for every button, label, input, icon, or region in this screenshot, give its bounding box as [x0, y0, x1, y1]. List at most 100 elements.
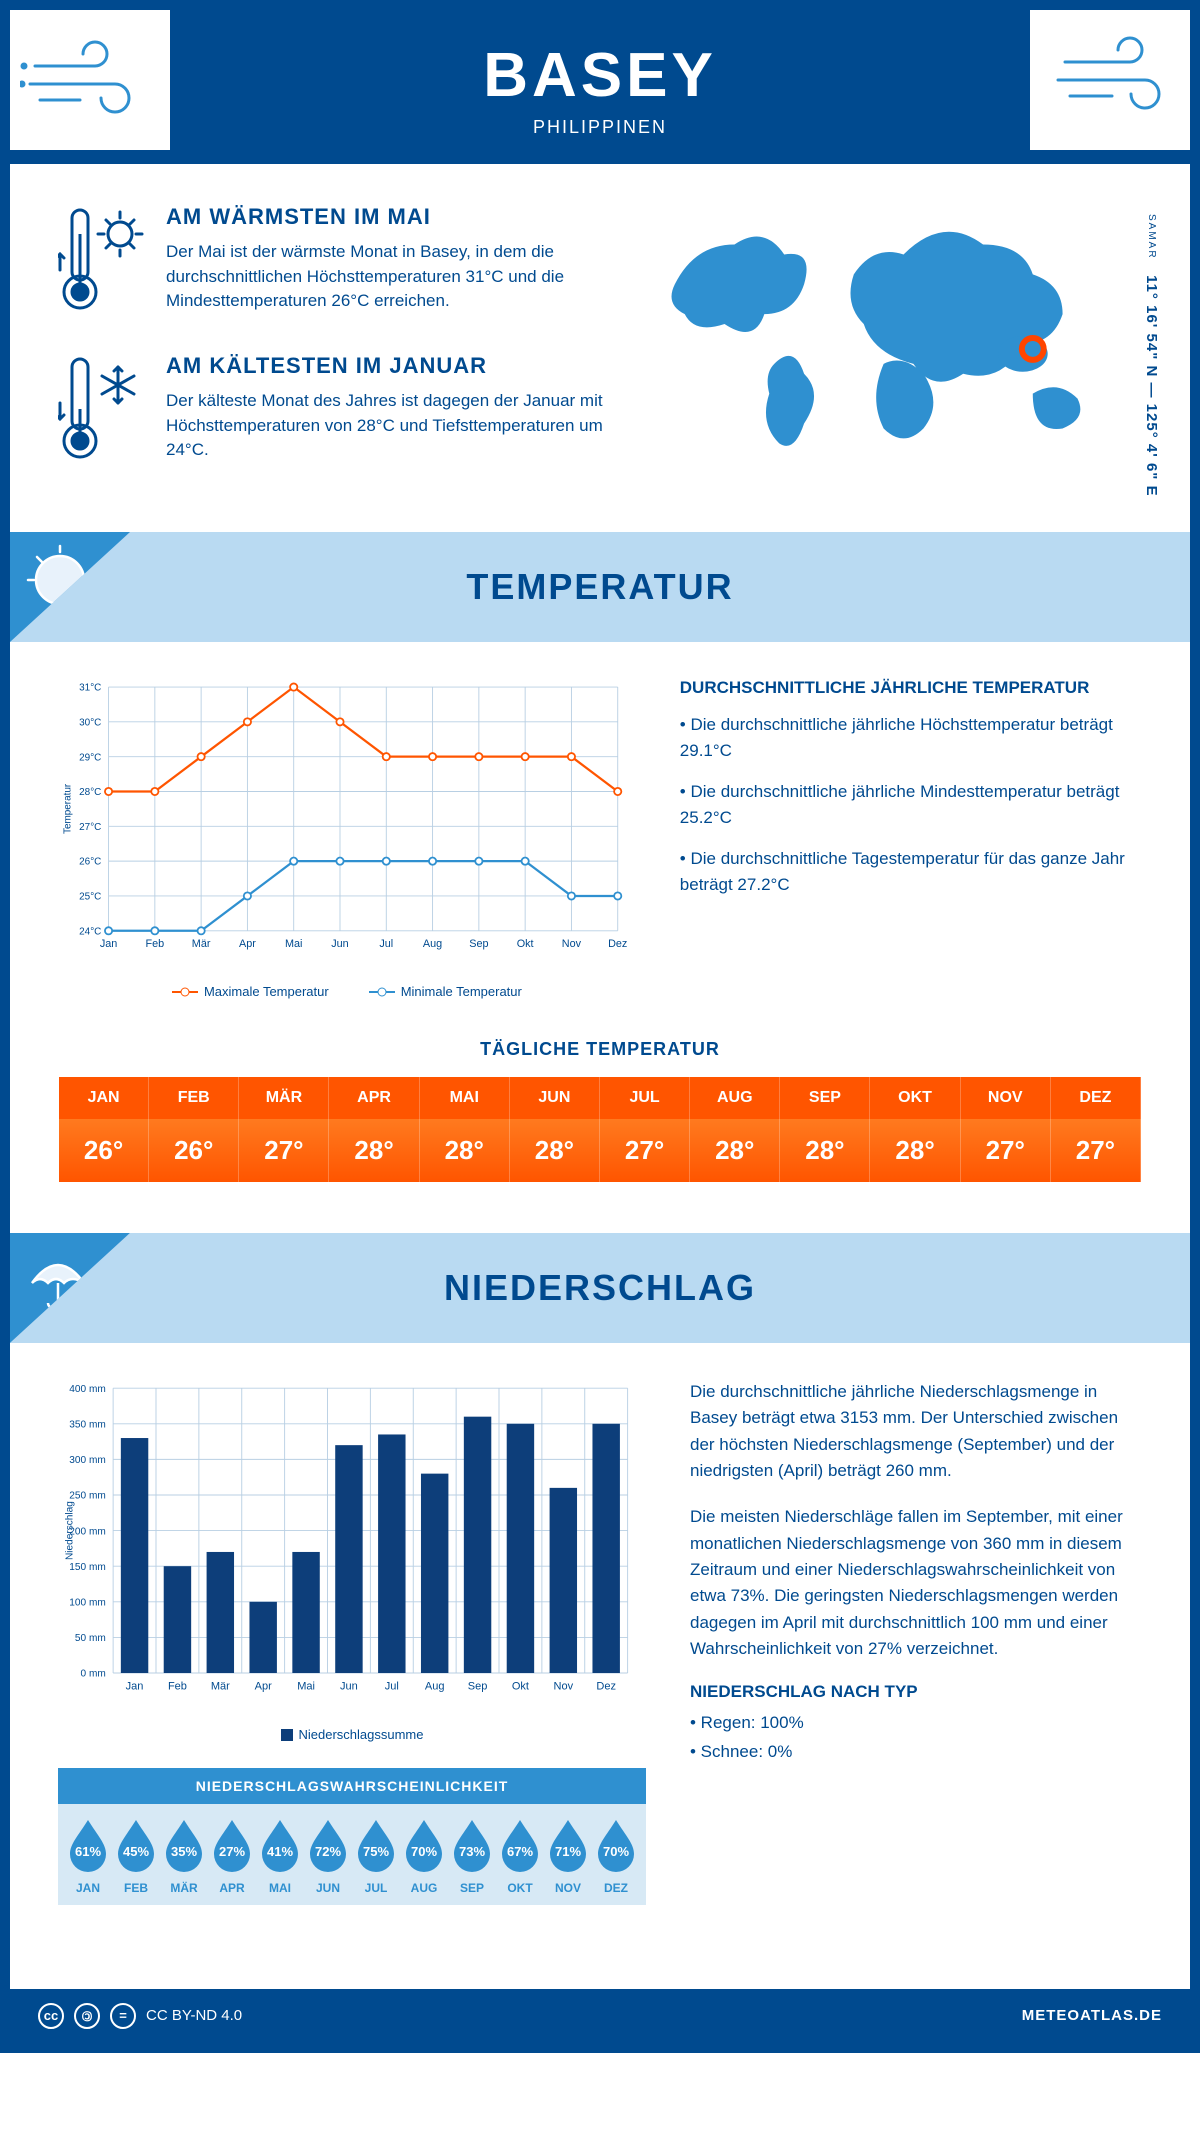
- daily-value: 27°: [1051, 1119, 1141, 1182]
- svg-text:250 mm: 250 mm: [69, 1491, 105, 1502]
- svg-text:350 mm: 350 mm: [69, 1419, 105, 1430]
- svg-text:Nov: Nov: [562, 938, 582, 950]
- prob-drop: 70%DEZ: [594, 1818, 638, 1895]
- temperature-chart: 24°C25°C26°C27°C28°C29°C30°C31°CJanFebMä…: [58, 678, 636, 999]
- daily-month: FEB: [149, 1077, 239, 1119]
- temperature-banner: TEMPERATUR: [10, 532, 1190, 642]
- daily-value: 28°: [690, 1119, 780, 1182]
- prob-drop: 71%NOV: [546, 1818, 590, 1895]
- svg-text:Mai: Mai: [297, 1680, 315, 1692]
- svg-text:70%: 70%: [603, 1844, 629, 1859]
- svg-text:Jan: Jan: [126, 1680, 144, 1692]
- precip-p1: Die durchschnittliche jährliche Niedersc…: [690, 1379, 1142, 1484]
- footer: cc 🄯 = CC BY-ND 4.0 METEOATLAS.DE: [10, 1989, 1190, 2043]
- daily-value: 27°: [600, 1119, 690, 1182]
- fact-warm-title: AM WÄRMSTEN IM MAI: [166, 204, 605, 230]
- temp-summary-b2: • Die durchschnittliche jährliche Mindes…: [680, 779, 1142, 830]
- svg-text:Niederschlag: Niederschlag: [65, 1501, 76, 1560]
- temperature-title: TEMPERATUR: [466, 566, 733, 608]
- daily-value: 26°: [59, 1119, 149, 1182]
- daily-month: MAI: [420, 1077, 510, 1119]
- svg-text:Jun: Jun: [331, 938, 348, 950]
- fact-warm: AM WÄRMSTEN IM MAI Der Mai ist der wärms…: [58, 204, 605, 319]
- thermometer-snow-icon: [58, 353, 148, 468]
- intro-facts: AM WÄRMSTEN IM MAI Der Mai ist der wärms…: [58, 204, 605, 502]
- nd-icon: =: [110, 2003, 136, 2029]
- svg-text:Apr: Apr: [239, 938, 256, 950]
- precip-type2: • Schnee: 0%: [690, 1739, 1142, 1765]
- prob-drop: 73%SEP: [450, 1818, 494, 1895]
- svg-text:61%: 61%: [75, 1844, 101, 1859]
- daily-month: SEP: [780, 1077, 870, 1119]
- daily-month: OKT: [870, 1077, 960, 1119]
- sun-icon: [10, 532, 130, 642]
- prob-drop: 41%MAI: [258, 1818, 302, 1895]
- svg-text:Okt: Okt: [517, 938, 534, 950]
- precip-row: 0 mm50 mm100 mm150 mm200 mm250 mm300 mm3…: [58, 1379, 1142, 1905]
- precip-text: Die durchschnittliche jährliche Niedersc…: [690, 1379, 1142, 1905]
- svg-text:Jul: Jul: [379, 938, 393, 950]
- svg-text:41%: 41%: [267, 1844, 293, 1859]
- svg-text:Apr: Apr: [255, 1680, 272, 1692]
- daily-month: JUN: [510, 1077, 600, 1119]
- prob-drop: 70%AUG: [402, 1818, 446, 1895]
- prob-title: NIEDERSCHLAGSWAHRSCHEINLICHKEIT: [58, 1768, 646, 1804]
- svg-text:25°C: 25°C: [79, 892, 101, 903]
- svg-text:Okt: Okt: [512, 1680, 529, 1692]
- daily-month: AUG: [690, 1077, 780, 1119]
- svg-text:300 mm: 300 mm: [69, 1455, 105, 1466]
- svg-text:Sep: Sep: [468, 1680, 488, 1692]
- daily-month: JUL: [600, 1077, 690, 1119]
- temperature-row: 24°C25°C26°C27°C28°C29°C30°C31°CJanFebMä…: [58, 678, 1142, 999]
- content: AM WÄRMSTEN IM MAI Der Mai ist der wärms…: [10, 164, 1190, 1945]
- prob-drop: 75%JUL: [354, 1818, 398, 1895]
- svg-text:50 mm: 50 mm: [75, 1633, 106, 1644]
- svg-text:150 mm: 150 mm: [69, 1562, 105, 1573]
- daily-month: MÄR: [239, 1077, 329, 1119]
- wind-icon-right: [1030, 10, 1190, 150]
- svg-text:Jul: Jul: [385, 1680, 399, 1692]
- svg-text:31°C: 31°C: [79, 683, 101, 694]
- svg-text:Mai: Mai: [285, 938, 302, 950]
- precip-chart: 0 mm50 mm100 mm150 mm200 mm250 mm300 mm3…: [58, 1379, 646, 1710]
- license: cc 🄯 = CC BY-ND 4.0: [38, 2003, 242, 2029]
- svg-text:Sep: Sep: [469, 938, 488, 950]
- world-map-icon: [645, 204, 1142, 464]
- subtitle: PHILIPPINEN: [10, 117, 1190, 138]
- precip-probability: NIEDERSCHLAGSWAHRSCHEINLICHKEIT 61%JAN45…: [58, 1768, 646, 1905]
- fact-cold-title: AM KÄLTESTEN IM JANUAR: [166, 353, 605, 379]
- precip-type-title: NIEDERSCHLAG NACH TYP: [690, 1682, 1142, 1702]
- temperature-summary: DURCHSCHNITTLICHE JÄHRLICHE TEMPERATUR •…: [680, 678, 1142, 999]
- svg-text:Mär: Mär: [192, 938, 211, 950]
- intro-row: AM WÄRMSTEN IM MAI Der Mai ist der wärms…: [58, 204, 1142, 502]
- svg-text:0 mm: 0 mm: [81, 1669, 106, 1680]
- daily-value: 26°: [149, 1119, 239, 1182]
- daily-value: 27°: [239, 1119, 329, 1182]
- svg-text:400 mm: 400 mm: [69, 1384, 105, 1395]
- daily-value: 28°: [510, 1119, 600, 1182]
- svg-text:Nov: Nov: [554, 1680, 574, 1692]
- svg-text:26°C: 26°C: [79, 857, 101, 868]
- svg-text:29°C: 29°C: [79, 752, 101, 763]
- svg-text:Temperatur: Temperatur: [63, 783, 74, 834]
- daily-value: 28°: [420, 1119, 510, 1182]
- daily-month: NOV: [961, 1077, 1051, 1119]
- daily-month: APR: [329, 1077, 419, 1119]
- prob-drop: 67%OKT: [498, 1818, 542, 1895]
- daily-value: 28°: [780, 1119, 870, 1182]
- svg-text:Aug: Aug: [425, 1680, 445, 1692]
- precip-type1: • Regen: 100%: [690, 1710, 1142, 1736]
- precip-p2: Die meisten Niederschläge fallen im Sept…: [690, 1504, 1142, 1662]
- infographic-page: BASEY PHILIPPINEN AM WÄRMSTEN IM MAI Der…: [0, 0, 1200, 2053]
- temp-summary-b1: • Die durchschnittliche jährliche Höchst…: [680, 712, 1142, 763]
- prob-drop: 72%JUN: [306, 1818, 350, 1895]
- header: BASEY PHILIPPINEN: [10, 10, 1190, 164]
- precip-legend: Niederschlagssumme: [58, 1727, 646, 1742]
- svg-text:45%: 45%: [123, 1844, 149, 1859]
- daily-temp-title: TÄGLICHE TEMPERATUR: [58, 1039, 1142, 1060]
- umbrella-icon: [10, 1233, 130, 1343]
- daily-value: 28°: [329, 1119, 419, 1182]
- daily-month: JAN: [59, 1077, 149, 1119]
- svg-text:27°C: 27°C: [79, 822, 101, 833]
- svg-text:30°C: 30°C: [79, 717, 101, 728]
